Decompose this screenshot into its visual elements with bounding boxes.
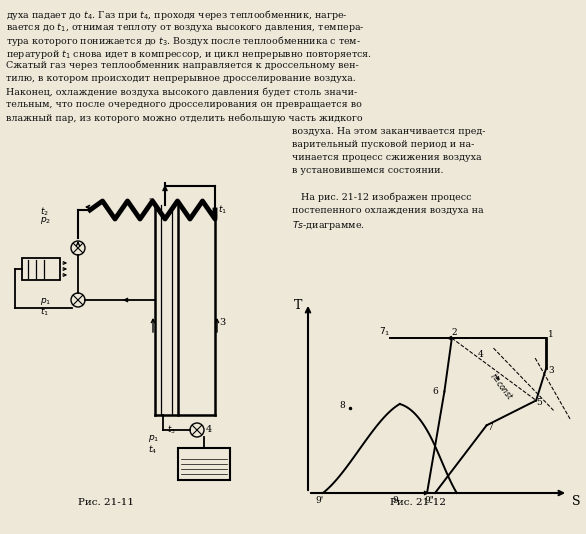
Text: $t_1$: $t_1$ — [218, 204, 227, 216]
Text: $t_3$: $t_3$ — [167, 424, 176, 436]
Text: S: S — [572, 495, 581, 508]
Text: 2: 2 — [451, 328, 456, 336]
Text: 9: 9 — [392, 496, 398, 505]
Text: тура которого понижается до $t_3$. Воздух после теплообменника с тем-: тура которого понижается до $t_3$. Возду… — [6, 34, 361, 49]
Text: 7: 7 — [488, 423, 493, 432]
Text: $7_1$: $7_1$ — [379, 326, 390, 339]
Text: Рис. 21-12: Рис. 21-12 — [390, 498, 446, 507]
Text: тилю, в котором происходит непрерывное дросселирование воздуха.: тилю, в котором происходит непрерывное д… — [6, 74, 356, 83]
Text: 4: 4 — [478, 350, 484, 359]
Text: 9": 9" — [424, 496, 434, 505]
Text: влажный пар, из которого можно отделить небольшую часть жидкого: влажный пар, из которого можно отделить … — [6, 114, 363, 123]
Text: $t_1$: $t_1$ — [40, 306, 49, 318]
Text: 3: 3 — [548, 366, 554, 375]
Text: $i\!=\!const$: $i\!=\!const$ — [488, 371, 516, 402]
Text: вается до $t_1$, отнимая теплоту от воздуха высокого давления, темпера-: вается до $t_1$, отнимая теплоту от возд… — [6, 21, 364, 34]
Bar — [22, 258, 60, 280]
Text: T: T — [294, 299, 302, 312]
Text: $t_2$: $t_2$ — [40, 205, 49, 217]
Text: воздуха. На этом заканчивается пред-: воздуха. На этом заканчивается пред- — [292, 127, 485, 136]
Text: 4: 4 — [206, 425, 212, 434]
Text: 9': 9' — [316, 496, 324, 505]
Text: На рис. 21-12 изображен процесс: На рис. 21-12 изображен процесс — [292, 193, 472, 202]
Text: 6: 6 — [432, 387, 438, 396]
Text: Наконец, охлаждение воздуха высокого давления будет столь значи-: Наконец, охлаждение воздуха высокого дав… — [6, 87, 357, 97]
Text: $p_1$: $p_1$ — [148, 433, 159, 444]
Text: $p_1$: $p_1$ — [40, 296, 51, 307]
Text: чинается процесс сжижения воздуха: чинается процесс сжижения воздуха — [292, 153, 482, 162]
Text: 8: 8 — [339, 401, 345, 410]
Text: Рис. 21-11: Рис. 21-11 — [78, 498, 134, 507]
Text: 1: 1 — [548, 329, 554, 339]
Text: варительный пусковой период и на-: варительный пусковой период и на- — [292, 140, 475, 149]
Text: духа падает до $t_4$. Газ при $t_4$, проходя через теплообменник, нагре-: духа падает до $t_4$. Газ при $t_4$, про… — [6, 8, 347, 22]
Bar — [178, 448, 230, 480]
Text: пературой $t_1$ снова идет в компрессор, и цикл непрерывно повторяется.: пературой $t_1$ снова идет в компрессор,… — [6, 48, 372, 60]
Text: $t_4$: $t_4$ — [148, 443, 157, 456]
Text: $p_2$: $p_2$ — [40, 215, 51, 226]
Text: Сжатый газ через теплообменник направляется к дроссельному вен-: Сжатый газ через теплообменник направляе… — [6, 61, 359, 70]
Text: постепенного охлаждения воздуха на: постепенного охлаждения воздуха на — [292, 206, 483, 215]
Text: 3: 3 — [219, 318, 225, 327]
Text: 5: 5 — [536, 398, 542, 407]
Text: 2: 2 — [148, 198, 154, 207]
Text: в установившемся состоянии.: в установившемся состоянии. — [292, 167, 444, 175]
Text: $Ts$-диаграмме.: $Ts$-диаграмме. — [292, 219, 365, 232]
Text: тельным, что после очередного дросселирования он превращается во: тельным, что после очередного дросселиро… — [6, 100, 362, 109]
